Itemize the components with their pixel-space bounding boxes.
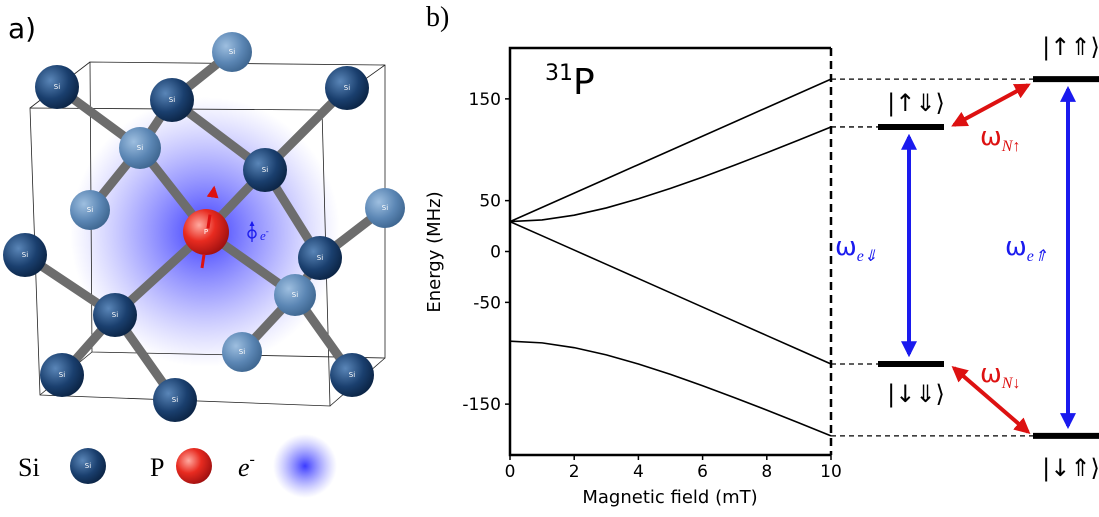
legend-swatch [273,434,337,498]
level-label: |↑⇑⟩ [1042,33,1099,61]
atom-label: Si [382,204,388,212]
y-tick-label: -50 [473,293,501,313]
atom-label: Si [172,396,178,404]
x-tick-label: 0 [505,462,516,482]
curve [510,222,831,364]
x-axis-label: Magnetic field (mT) [582,487,757,508]
atom-label: Si [349,371,355,379]
atom-label: Si [229,48,235,56]
annotation: 31P [545,61,595,103]
legend-swatch [176,448,212,484]
panel-a: a) Si Si Si Si Si Si Si Si Si Si Si Si S… [3,12,405,498]
y-tick-label: 0 [490,243,501,263]
transition-subscript: N↓ [1001,375,1021,392]
atom-label: Si [262,166,268,174]
transition-symbol: ω [980,359,1002,389]
transition-symbol: ω [835,232,857,262]
atom-label: Si [85,462,91,470]
transition-subscript: e⇑ [1027,248,1048,265]
transition-label: ωe⇑ [1005,232,1047,265]
y-tick-label: -150 [462,395,501,415]
x-tick-label: 8 [761,462,772,482]
transition-symbol: ω [1005,232,1027,262]
level-label: |↓⇑⟩ [1042,454,1099,482]
atom-label: Si [317,254,323,262]
transition-arrow [954,85,1028,125]
figure: a) Si Si Si Si Si Si Si Si Si Si Si Si S… [0,0,1099,517]
legend-text: e [238,453,250,482]
transition-symbol: ω [980,122,1002,152]
legend-label: P [150,453,164,482]
panel-label: a) [8,12,36,45]
legend-label: e- [238,451,255,482]
x-tick-label: 2 [569,462,580,482]
axes-frame [510,48,831,455]
curve [510,127,831,222]
legend-label: Si [18,453,40,482]
atom-label: Si [22,251,28,259]
atom-label: Si [54,83,60,91]
level-label: |↓⇓⟩ [887,380,945,408]
transition-label: ωN↑ [980,122,1020,155]
atom-label: Si [169,96,175,104]
x-tick-label: 6 [697,462,708,482]
y-tick-label: 150 [469,90,501,110]
transition-subscript: e⇓ [857,248,878,265]
atom-label: Si [137,144,143,152]
transition-label: ωe⇓ [835,232,877,265]
y-tick-label: 50 [479,192,501,212]
y-axis-label: Energy (MHz) [424,191,445,312]
transition-subscript: N↑ [1001,138,1021,155]
energy-diagram: |↑⇑⟩|↑⇓⟩|↓⇓⟩|↓⇑⟩ωN↑ωe⇓ωe⇑ωN↓ [831,33,1099,482]
atom-label: Si [59,371,65,379]
atom-label: P [204,228,208,236]
panel-b: b) 31P Magnetic field (mT) Energy (MHz) … [424,2,842,508]
x-tick-label: 10 [820,462,842,482]
atom-label: Si [112,311,118,319]
transition-label: ωN↓ [980,359,1020,392]
legend: Si Si P e- [18,434,337,498]
level-label: |↑⇓⟩ [887,89,945,117]
atom-label: Si [239,348,245,356]
curve [510,341,831,436]
annotation-sup: 31 [545,61,573,86]
curve [510,79,831,221]
electron-tag-sup: - [266,226,269,236]
annotation-text: P [573,62,595,103]
atom-label: Si [292,291,298,299]
atom-label: Si [344,84,350,92]
x-tick-label: 4 [633,462,644,482]
atom-label: Si [87,206,93,214]
panel-label: b) [426,2,449,33]
legend-sup: - [250,451,255,468]
